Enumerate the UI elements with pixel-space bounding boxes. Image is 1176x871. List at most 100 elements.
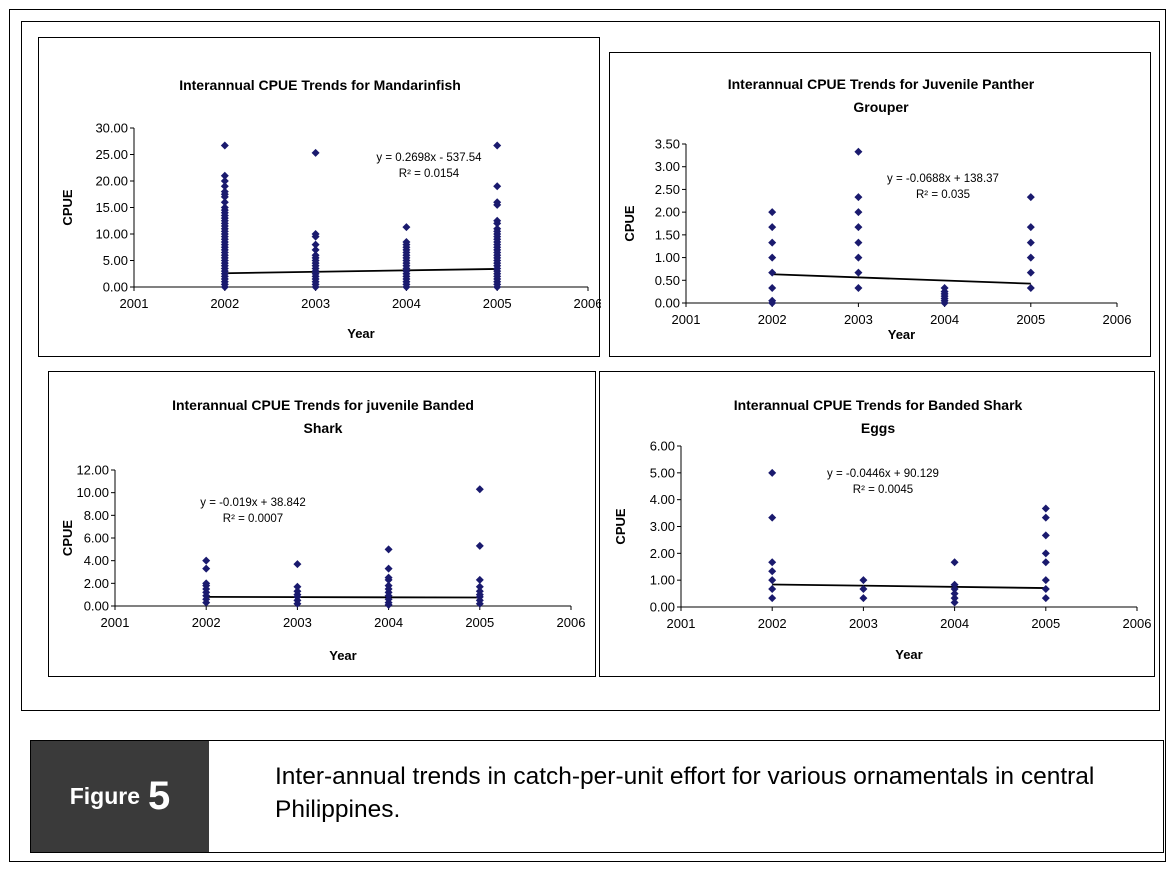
data-point [950,594,959,603]
trendline-equation: y = 0.2698x - 537.54 [376,152,482,164]
y-tick-label: 20.00 [95,174,128,189]
data-point [768,468,777,477]
x-tick-label: 2006 [574,296,601,311]
data-point [1026,284,1035,293]
y-tick-label: 6.00 [650,439,675,454]
y-tick-label: 2.50 [655,182,680,197]
y-tick-label: 15.00 [95,200,128,215]
data-point [940,284,949,293]
data-point [768,558,777,567]
x-axis-label: Year [347,326,374,341]
y-tick-label: 6.00 [84,531,109,546]
y-tick-label: 0.00 [84,599,109,614]
figure-caption: Figure 5 Inter-annual trends in catch-pe… [30,740,1164,853]
y-tick-label: 4.00 [84,553,109,568]
y-tick-label: 1.50 [655,227,680,242]
data-point [475,541,484,550]
x-tick-label: 2005 [483,296,512,311]
chart-panel-juvenile-banded-shark: Interannual CPUE Trends for juvenile Ban… [48,371,596,677]
x-tick-label: 2004 [940,616,969,631]
figure-label: Figure 5 [31,741,209,852]
data-point [950,585,959,594]
data-point [950,580,959,589]
chart-title: Interannual CPUE Trends for juvenile Ban… [172,397,474,413]
data-point [768,296,777,305]
data-point [1026,193,1035,202]
chart-title: Interannual CPUE Trends for Mandarinfish [179,77,461,93]
trendline-equation: y = -0.019x + 38.842 [200,497,306,509]
y-tick-label: 1.00 [650,573,675,588]
trendline-r-squared: R² = 0.0154 [399,168,460,180]
data-point [220,187,229,196]
data-point [768,576,777,585]
data-point [950,589,959,598]
x-tick-label: 2003 [301,296,330,311]
y-tick-label: 2.00 [84,576,109,591]
x-tick-label: 2001 [672,312,701,327]
x-tick-label: 2006 [1123,616,1152,631]
y-tick-label: 2.00 [655,205,680,220]
data-point [854,284,863,293]
x-tick-label: 2005 [465,615,494,630]
trendline [224,268,498,275]
chart-juvenile-banded-shark: Interannual CPUE Trends for juvenile Ban… [60,397,585,663]
data-point [384,545,393,554]
data-point [1041,594,1050,603]
data-point [220,198,229,207]
y-axis-label: CPUE [60,189,75,225]
x-tick-label: 2003 [844,312,873,327]
x-axis-label: Year [895,647,922,662]
data-point [768,585,777,594]
data-point [768,594,777,603]
data-point [220,182,229,191]
x-tick-label: 2003 [849,616,878,631]
y-tick-label: 8.00 [84,508,109,523]
x-tick-label: 2005 [1016,312,1045,327]
data-point [768,238,777,247]
chart-panel-mandarinfish: Interannual CPUE Trends for Mandarinfish… [38,37,601,357]
y-axis-label: CPUE [613,508,628,544]
x-tick-label: 2002 [210,296,239,311]
chart-title: Shark [304,420,343,436]
trendline-r-squared: R² = 0.035 [916,189,970,201]
data-point [402,237,411,246]
data-point [768,208,777,217]
data-point [311,148,320,157]
data-point [493,182,502,191]
trendline-equation: y = -0.0446x + 90.129 [827,468,939,480]
data-point [293,582,302,591]
data-point [1041,585,1050,594]
data-point [768,284,777,293]
data-point [220,171,229,180]
data-point [1041,513,1050,522]
data-point [493,224,502,233]
y-axis-label: CPUE [60,520,75,556]
chart-panther-grouper: Interannual CPUE Trends for Juvenile Pan… [622,76,1131,342]
trendline [772,273,1031,285]
data-point [768,567,777,576]
y-tick-label: 10.00 [95,227,128,242]
y-tick-label: 10.00 [76,485,109,500]
y-tick-label: 12.00 [76,463,109,478]
y-tick-label: 1.00 [655,250,680,265]
y-tick-label: 2.00 [650,546,675,561]
x-tick-label: 2004 [930,312,959,327]
caption-text: Inter-annual trends in catch-per-unit ef… [275,763,1095,823]
data-point [854,253,863,262]
y-tick-label: 3.00 [655,159,680,174]
y-tick-label: 5.00 [103,253,128,268]
x-tick-label: 2002 [192,615,221,630]
x-tick-label: 2002 [758,616,787,631]
y-tick-label: 4.00 [650,492,675,507]
data-point [384,573,393,582]
x-tick-label: 2002 [758,312,787,327]
data-point [854,208,863,217]
data-point [402,223,411,232]
chart-panel-panther-grouper: Interannual CPUE Trends for Juvenile Pan… [609,52,1151,357]
data-point [475,587,484,596]
y-tick-label: 3.00 [650,519,675,534]
data-point [854,238,863,247]
data-point [768,253,777,262]
data-point [854,147,863,156]
x-tick-label: 2003 [283,615,312,630]
